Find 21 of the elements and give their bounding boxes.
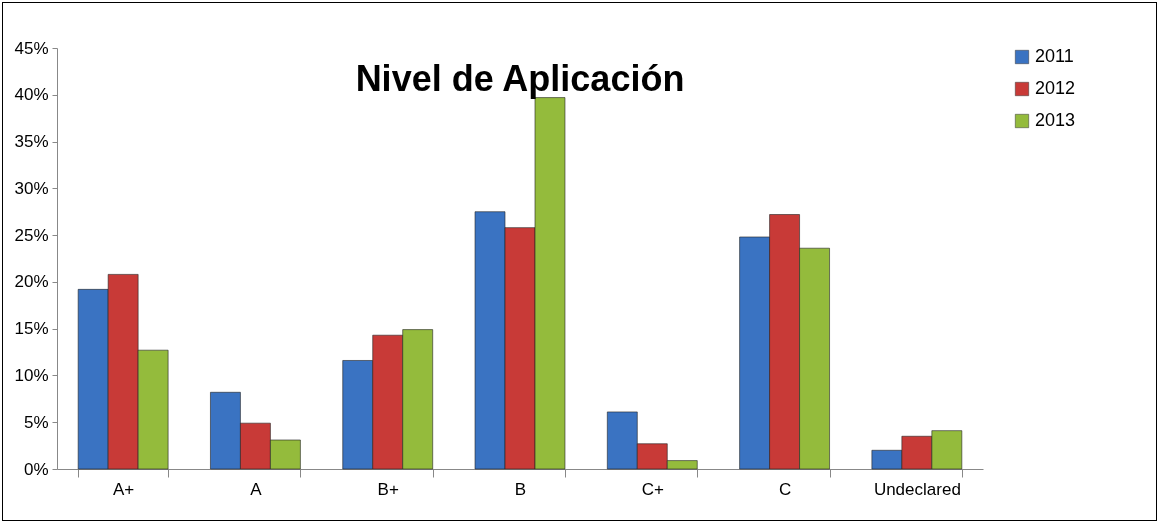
chart-title: Nivel de Aplicación	[355, 58, 685, 99]
x-tick-label: A	[250, 479, 263, 499]
x-tick-label: C	[778, 479, 792, 499]
y-tick-label: 0%	[23, 459, 49, 479]
x-tick-label: C+	[641, 479, 664, 499]
y-tick-label: 30%	[14, 178, 49, 198]
y-tick-label: 5%	[23, 412, 49, 432]
legend-label: 2012	[1035, 78, 1076, 98]
y-tick-label: 15%	[14, 319, 49, 339]
y-tick-label: 40%	[14, 85, 49, 105]
x-tick-label: A+	[113, 479, 135, 499]
y-tick-label: 45%	[14, 38, 49, 58]
y-tick-label: 10%	[14, 365, 49, 385]
x-tick-label: Undeclared	[873, 479, 961, 499]
x-tick-label: B	[514, 479, 527, 499]
y-tick-label: 35%	[14, 132, 49, 152]
x-tick-label: B+	[377, 479, 399, 499]
legend-label: 2011	[1035, 46, 1074, 66]
legend-label: 2013	[1035, 110, 1076, 130]
y-tick-label: 20%	[14, 272, 49, 292]
y-tick-label: 25%	[14, 225, 49, 245]
